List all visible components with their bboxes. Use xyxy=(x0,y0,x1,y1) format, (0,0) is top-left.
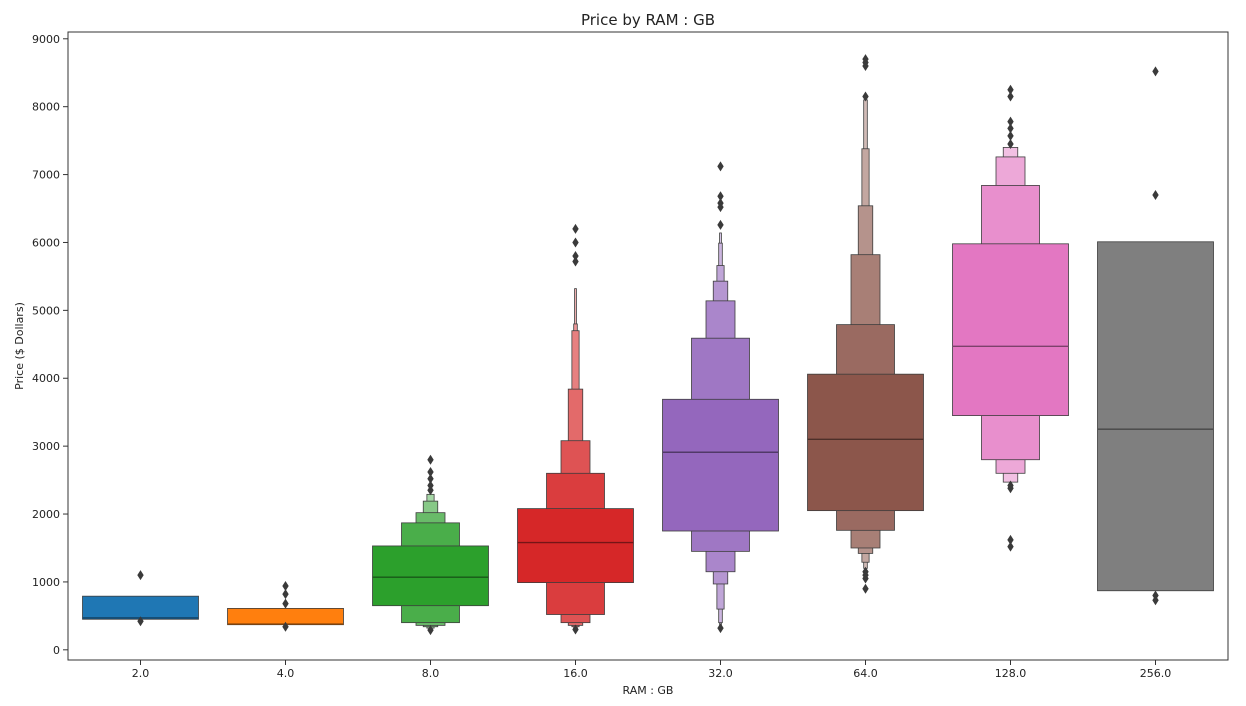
outlier-point xyxy=(282,589,289,600)
y-tick-label: 2000 xyxy=(32,508,60,521)
boxen-level-box xyxy=(1097,241,1214,592)
outlier-point xyxy=(1152,189,1159,200)
outlier-point xyxy=(427,625,434,636)
x-tick-label: 2.0 xyxy=(132,667,150,680)
outlier-point xyxy=(572,624,579,635)
outlier-point xyxy=(137,570,144,581)
y-tick-label: 9000 xyxy=(32,33,60,46)
outlier-point xyxy=(1007,534,1014,545)
boxen-128.0 xyxy=(952,147,1069,483)
outlier-point xyxy=(282,598,289,609)
y-tick-label: 5000 xyxy=(32,304,60,317)
boxen-level-box xyxy=(807,373,924,512)
x-tick-label: 8.0 xyxy=(422,667,440,680)
boxen-16.0 xyxy=(517,288,634,630)
boxen-256.0 xyxy=(1097,241,1214,592)
y-tick-label: 4000 xyxy=(32,372,60,385)
outlier-point xyxy=(1007,483,1014,494)
boxen-level-box xyxy=(372,545,489,607)
outlier-point xyxy=(862,91,869,102)
outlier-point xyxy=(862,60,869,71)
outlier-point xyxy=(717,623,724,634)
outlier-point xyxy=(1152,66,1159,77)
x-tick-label: 64.0 xyxy=(853,667,878,680)
boxen-64.0 xyxy=(807,99,924,569)
y-tick-label: 6000 xyxy=(32,236,60,249)
outlier-point xyxy=(862,573,869,584)
plot-frame xyxy=(67,31,1229,661)
outlier-point xyxy=(137,616,144,627)
chart-title: Price by RAM : GB xyxy=(581,11,715,29)
outlier-point xyxy=(717,219,724,230)
boxen-level-box xyxy=(662,398,779,532)
outlier-point xyxy=(572,256,579,267)
outlier-point xyxy=(282,580,289,591)
x-axis-ticks: 2.0 4.0 8.0 16.0 32.0 64.0 128.0 256.0 xyxy=(132,660,1172,680)
outlier-point xyxy=(1007,91,1014,102)
outlier-point xyxy=(1007,130,1014,141)
y-tick-label: 1000 xyxy=(32,576,60,589)
outlier-point xyxy=(1007,84,1014,95)
y-tick-label: 8000 xyxy=(32,101,60,114)
boxen-level-box xyxy=(517,508,634,584)
boxen-32.0 xyxy=(662,232,779,627)
boxen-group xyxy=(82,99,1214,630)
y-axis-ticks: 0 1000 2000 3000 4000 5000 6000 7000 8000 9000 xyxy=(32,33,68,657)
x-tick-label: 128.0 xyxy=(995,667,1027,680)
boxen-level-box xyxy=(952,243,1069,416)
outlier-point xyxy=(427,454,434,465)
outlier-point xyxy=(717,161,724,172)
x-tick-label: 4.0 xyxy=(277,667,295,680)
outlier-point xyxy=(1007,116,1014,127)
outlier-point xyxy=(717,202,724,213)
x-tick-label: 16.0 xyxy=(563,667,588,680)
outlier-point xyxy=(862,583,869,594)
x-tick-label: 32.0 xyxy=(708,667,733,680)
boxen-level-box xyxy=(82,595,199,620)
x-tick-label: 256.0 xyxy=(1140,667,1172,680)
outlier-point xyxy=(427,466,434,477)
outlier-point xyxy=(1007,139,1014,150)
outlier-point xyxy=(1007,123,1014,134)
outlier-point xyxy=(282,621,289,632)
outlier-point xyxy=(572,251,579,262)
outlier-point xyxy=(427,473,434,484)
outlier-point xyxy=(717,191,724,202)
boxen-8.0 xyxy=(372,493,489,629)
y-axis-label: Price ($ Dollars) xyxy=(13,302,26,390)
x-axis-label: RAM : GB xyxy=(623,684,674,697)
outlier-point xyxy=(1007,541,1014,552)
y-tick-label: 7000 xyxy=(32,169,60,182)
outlier-point xyxy=(572,223,579,234)
outlier-group xyxy=(137,54,1159,636)
y-tick-label: 0 xyxy=(53,644,60,657)
y-tick-label: 3000 xyxy=(32,440,60,453)
outlier-point xyxy=(572,237,579,248)
outlier-point xyxy=(1152,595,1159,606)
boxen-2.0 xyxy=(82,595,199,620)
outlier-point xyxy=(427,485,434,496)
